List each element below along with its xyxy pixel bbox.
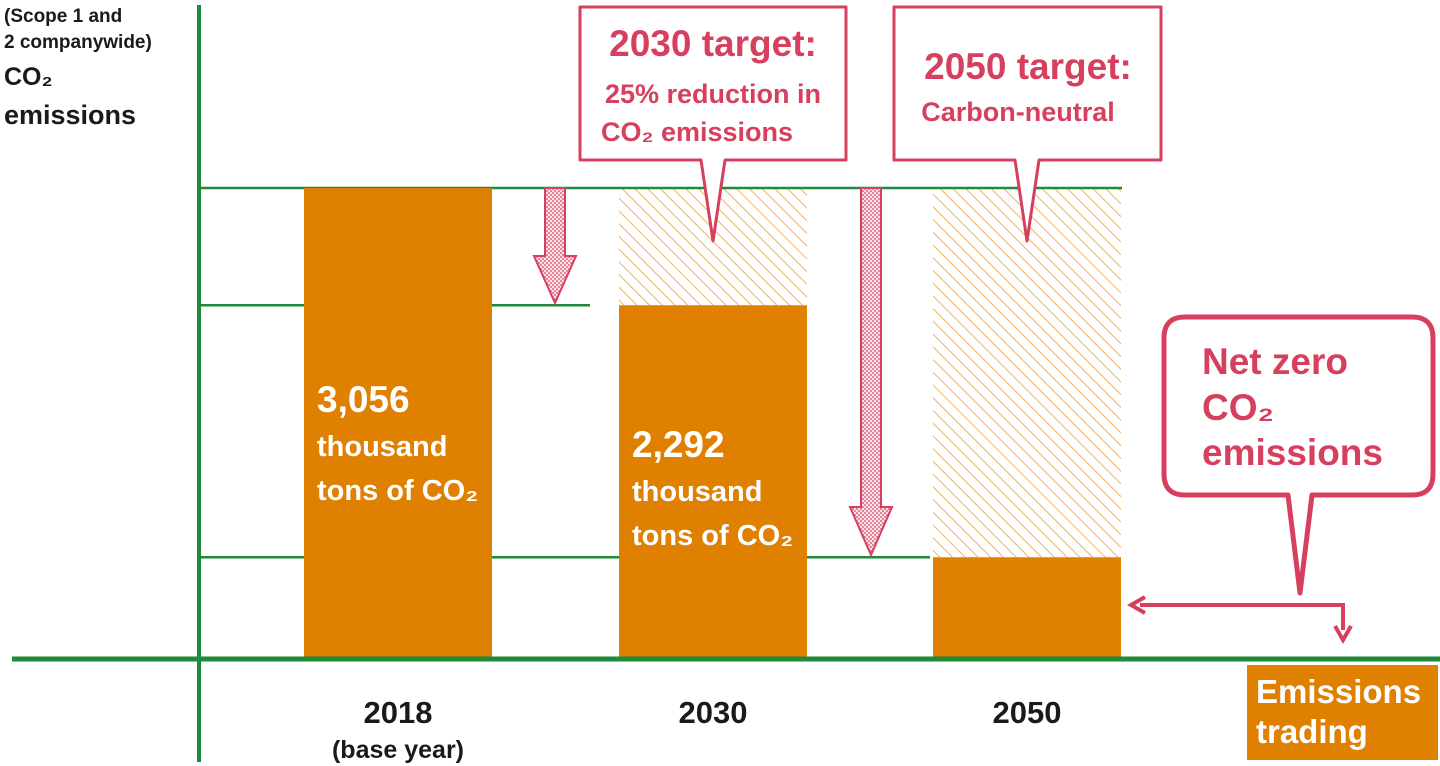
bar-unit-2030-line-2: tons of CO₂: [632, 520, 793, 552]
y-axis-label-line-3: CO₂: [4, 63, 53, 91]
callout-2030-box: [578, 5, 848, 243]
emissions-trading-line-2: trading: [1256, 713, 1368, 750]
net-zero-line-1: Net zero: [1202, 341, 1348, 382]
net-zero-line-2: CO₂: [1202, 387, 1274, 428]
x-tick-label-2050: 2050: [993, 695, 1062, 730]
reduction-arrow-2030: [532, 187, 578, 306]
callout-2050-title: 2050 target:: [924, 46, 1132, 87]
emissions-trading-line-1: Emissions: [1256, 673, 1421, 710]
net-zero-callout-box: [1161, 314, 1436, 596]
callout-2030-title: 2030 target:: [609, 23, 817, 64]
x-tick-label-2030: 2030: [679, 695, 748, 730]
y-axis-label-line-2: 2 companywide): [4, 32, 152, 53]
bar-value-2030: 2,292: [632, 424, 725, 465]
callout-2050-box: [892, 5, 1163, 243]
offset-arrow: [1126, 595, 1353, 645]
bar-2030: [619, 305, 807, 657]
reduction-hatch-2050: [933, 188, 1121, 558]
bar-value-2018: 3,056: [317, 379, 410, 420]
net-zero-line-3: emissions: [1202, 432, 1383, 473]
y-axis-label-line-4: emissions: [4, 100, 136, 130]
callout-2030-line-1: 25% reduction in: [605, 79, 821, 109]
y-axis-label-line-1: (Scope 1 and: [4, 6, 122, 27]
emissions-trading-box: [1247, 665, 1438, 760]
bar-unit-2018-line-2: tons of CO₂: [317, 475, 478, 507]
x-tick-sublabel-2018: (base year): [332, 736, 464, 764]
reduction-arrow-2050: [848, 187, 894, 558]
bar-unit-2030-line-1: thousand: [632, 476, 763, 508]
callout-2030-line-2: CO₂ emissions: [601, 117, 793, 147]
x-tick-label-2018: 2018: [364, 695, 433, 730]
bar-2050: [933, 557, 1121, 657]
bar-unit-2018-line-1: thousand: [317, 431, 448, 463]
callout-2050-line-1: Carbon-neutral: [921, 97, 1115, 127]
bar-2018: [304, 188, 492, 657]
